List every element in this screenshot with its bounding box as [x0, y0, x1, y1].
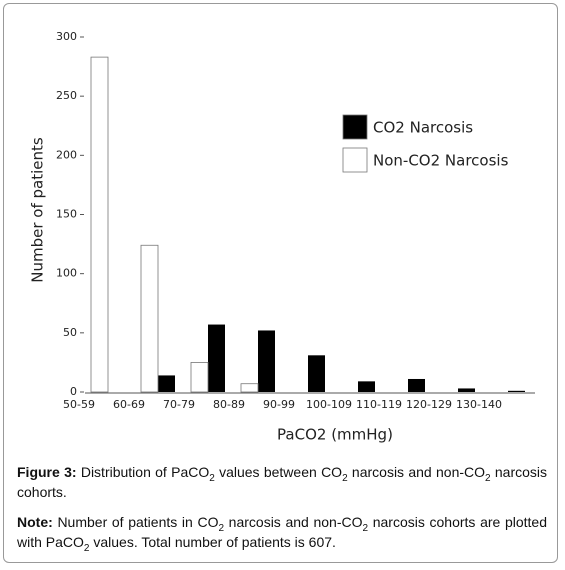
text-run: values. Total number of patients is 607. — [89, 534, 336, 550]
y-tick-label: 50 — [63, 326, 77, 339]
x-tick-label: 70-79 — [163, 398, 195, 411]
y-tick-label: 200 — [56, 148, 77, 161]
caption: Figure 3: Distribution of PaCO2 values b… — [17, 462, 547, 502]
subscript: 2 — [485, 472, 491, 484]
note-label: Note: — [17, 514, 53, 530]
y-tick-label: 250 — [56, 89, 77, 102]
subscript: 2 — [362, 522, 369, 534]
text-run: narcosis and non-CO — [224, 514, 363, 530]
subscript: 2 — [209, 472, 215, 484]
subscript: 2 — [342, 472, 348, 484]
frame — [3, 3, 558, 563]
y-axis-title: Number of patients — [29, 137, 47, 283]
text-run: narcosis cohorts are plotted with PaCO — [17, 514, 547, 550]
chart: Number of patients PaCO2 (mmHg) 0 50 100 15… — [29, 30, 535, 444]
legend-swatch — [342, 147, 368, 173]
y-tick-label: 0 — [70, 385, 77, 398]
x-tick-label: 50-59 — [63, 398, 95, 411]
x-tick-label: 80-89 — [213, 398, 245, 411]
bar — [190, 362, 209, 393]
x-tick-label: 60-69 — [113, 398, 145, 411]
x-tick-label: 100-109 — [306, 398, 352, 411]
x-tick-label: 90-99 — [263, 398, 295, 411]
bar — [240, 383, 259, 393]
note: Note: Number of patients in CO2 narcosis… — [17, 512, 547, 553]
y-tick-label: 300 — [56, 30, 77, 43]
text-run: narcosis cohorts. — [17, 464, 548, 500]
bar — [140, 244, 159, 393]
y-tick-label: 100 — [56, 267, 77, 280]
bar — [458, 388, 475, 392]
x-tick-label: 110-119 — [356, 398, 402, 411]
subscript: 2 — [218, 522, 225, 534]
legend-swatch — [342, 114, 368, 140]
note-text: Number of patients in CO2 narcosis and n… — [17, 514, 547, 553]
text-run: Distribution of PaCO — [80, 464, 210, 480]
bar — [90, 56, 109, 393]
y-tick-label: 150 — [56, 208, 77, 221]
caption-label: Figure 3: — [17, 464, 77, 480]
bar — [308, 355, 325, 392]
subscript: 2 — [83, 542, 90, 554]
x-tick-label: 130-140 — [456, 398, 502, 411]
text-run: values between CO — [214, 464, 343, 480]
text-run: Number of patients in CO — [57, 514, 219, 530]
caption-text: Distribution of PaCO2 values between CO2… — [17, 464, 547, 500]
bar — [508, 390, 525, 392]
legend-label: CO2 Narcosis — [373, 119, 473, 137]
bar — [358, 381, 375, 392]
x-axis-title: PaCO2 (mmHg) — [277, 426, 393, 444]
bar — [258, 330, 275, 392]
legend-label: Non-CO2 Narcosis — [373, 152, 509, 170]
text-run: narcosis and non-CO — [347, 464, 486, 480]
bar — [158, 375, 175, 392]
bar — [208, 324, 225, 392]
x-tick-label: 120-129 — [406, 398, 452, 411]
bar — [408, 378, 425, 392]
